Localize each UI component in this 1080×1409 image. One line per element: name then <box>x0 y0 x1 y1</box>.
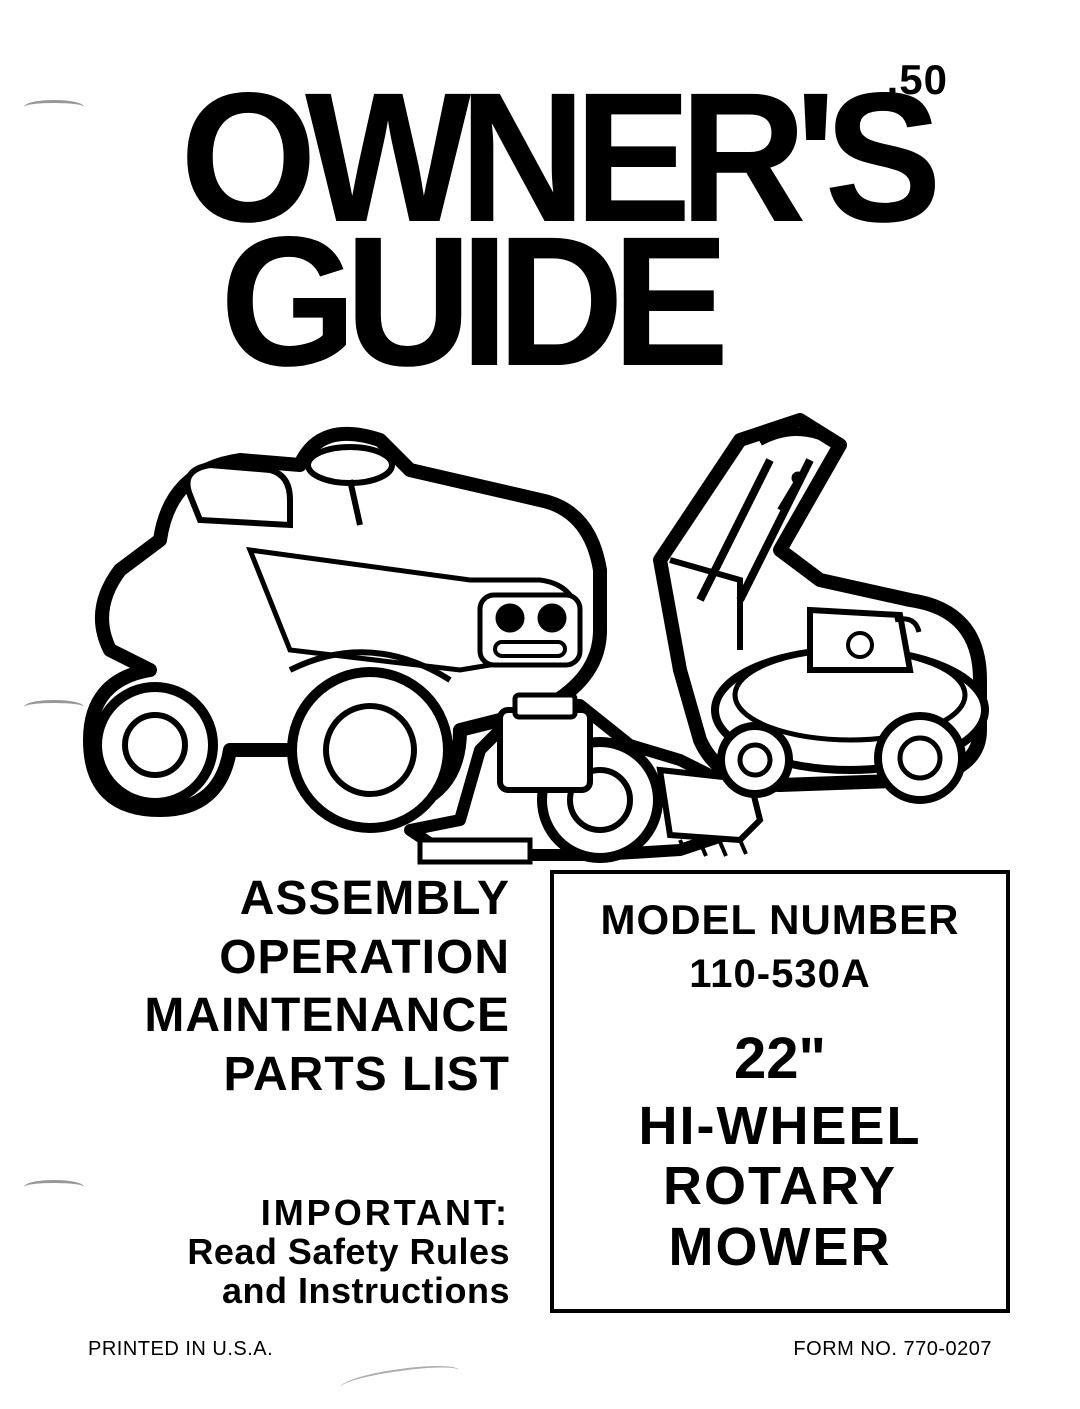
footer-printed-in: PRINTED IN U.S.A. <box>88 1338 273 1361</box>
product-size: 22" <box>572 1025 988 1092</box>
title-block: OWNER'S GUIDE <box>180 86 1020 375</box>
section-assembly: ASSEMBLY <box>70 870 510 929</box>
scan-artifact <box>24 100 84 114</box>
left-column: ASSEMBLY OPERATION MAINTENANCE PARTS LIS… <box>70 870 520 1313</box>
right-column: MODEL NUMBER 110-530A 22" HI-WHEEL ROTAR… <box>550 870 1010 1313</box>
lower-content: ASSEMBLY OPERATION MAINTENANCE PARTS LIS… <box>70 870 1010 1313</box>
model-number-label: MODEL NUMBER <box>572 896 988 944</box>
equipment-illustration <box>40 350 1020 880</box>
sections-list: ASSEMBLY OPERATION MAINTENANCE PARTS LIS… <box>70 870 510 1104</box>
document-page: .50 OWNER'S GUIDE <box>0 0 1080 1409</box>
important-line-2: and Instructions <box>70 1272 510 1311</box>
product-name-line-3: MOWER <box>572 1217 988 1277</box>
important-notice: IMPORTANT: Read Safety Rules and Instruc… <box>70 1194 510 1311</box>
model-box: MODEL NUMBER 110-530A 22" HI-WHEEL ROTAR… <box>550 870 1010 1313</box>
scan-artifact <box>339 1361 461 1398</box>
important-line-1: Read Safety Rules <box>70 1233 510 1272</box>
product-name-line-2: ROTARY <box>572 1156 988 1216</box>
product-name-line-1: HI-WHEEL <box>572 1096 988 1156</box>
footer: PRINTED IN U.S.A. FORM NO. 770-0207 <box>88 1338 992 1361</box>
section-operation: OPERATION <box>70 929 510 988</box>
product-name: HI-WHEEL ROTARY MOWER <box>572 1096 988 1277</box>
section-maintenance: MAINTENANCE <box>70 987 510 1046</box>
model-number-value: 110-530A <box>572 952 988 997</box>
footer-form-number: FORM NO. 770-0207 <box>793 1338 992 1361</box>
section-parts-list: PARTS LIST <box>70 1046 510 1105</box>
important-label: IMPORTANT: <box>70 1194 510 1233</box>
